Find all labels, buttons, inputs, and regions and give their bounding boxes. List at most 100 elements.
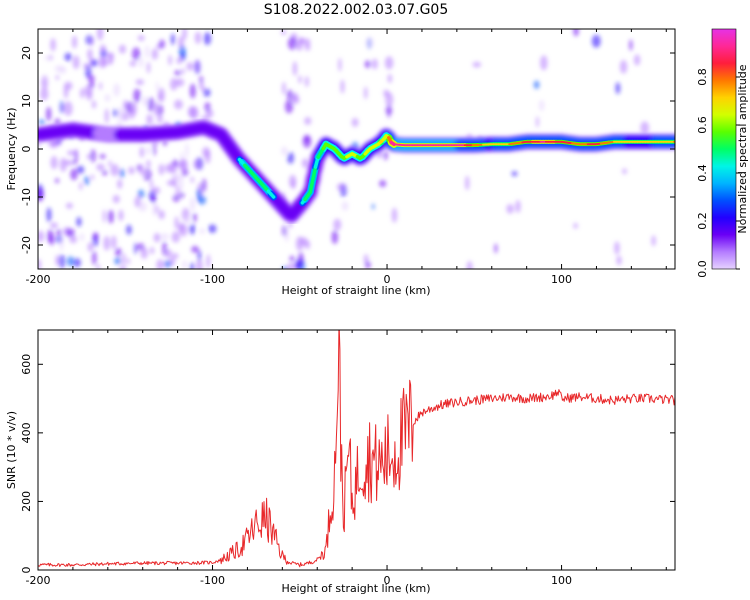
- spectrogram-noise-blob: [336, 183, 346, 191]
- spectrogram-x-label: Height of straight line (km): [281, 284, 430, 297]
- spectrogram-noise-blob: [182, 260, 188, 269]
- spectrogram-noise-blob: [146, 159, 151, 169]
- spectrogram-noise-blob: [162, 139, 168, 147]
- spectrogram-noise-blob: [364, 60, 371, 69]
- spectrogram-noise-blob: [103, 236, 111, 251]
- spectrogram-noise-blob: [384, 56, 394, 70]
- spectrogram-noise-blob: [142, 169, 147, 177]
- ridge-segment: [311, 165, 318, 182]
- spectrogram-y-axis: -20 -10 0 10 20: [20, 46, 675, 254]
- spectrogram-noise-blob: [195, 259, 203, 269]
- snr-panel: -200 -100 0 100 0 200 400 600 Height of straig…: [5, 329, 676, 595]
- spectrogram-noise-blob: [651, 235, 656, 247]
- spectrogram-noise-blob: [189, 83, 196, 99]
- spectrogram-noise-blob: [292, 61, 298, 76]
- spectrogram-noise-blob: [174, 189, 181, 197]
- spectrogram-noise-blob: [288, 174, 297, 189]
- spectrogram-noise-blob: [573, 222, 578, 229]
- spectrogram-noise-blob: [91, 251, 97, 266]
- spectrogram-noise-blob: [118, 265, 127, 269]
- spectrogram-noise-blob: [125, 101, 134, 114]
- colorbar-tick-label: 0.8: [696, 68, 709, 86]
- spectrogram-noise-blob: [96, 163, 105, 171]
- y-tick-label: 600: [20, 354, 33, 375]
- spectrogram-noise-blob: [338, 57, 342, 72]
- ridge-segment: [308, 177, 315, 194]
- spectrogram-noise-blob: [614, 241, 620, 255]
- spectrogram-noise-blob: [88, 81, 95, 89]
- snr-series-line: [38, 330, 675, 568]
- spectrogram-noise-blob: [640, 121, 650, 135]
- spectrogram-noise-blob: [472, 61, 482, 68]
- spectrogram-noise-blob: [173, 99, 183, 110]
- snr-y-label: SNR (10 * v/v): [5, 411, 18, 489]
- spectrogram-noise-blob: [137, 189, 145, 199]
- spectrogram-noise-blob: [118, 44, 127, 54]
- spectrogram-noise-blob: [533, 80, 540, 90]
- spectrogram-noise-blob: [65, 228, 75, 237]
- spectrogram-noise-blob: [173, 173, 182, 182]
- spectrogram-noise-blob: [573, 29, 579, 37]
- spectrogram-noise-blob: [98, 55, 107, 69]
- spectrogram-noise-blob: [173, 159, 178, 168]
- spectrogram-noise-blob: [140, 247, 148, 259]
- spectrogram-noise-blob: [176, 57, 182, 65]
- x-tick-label: -100: [200, 574, 225, 587]
- spectrogram-noise-blob: [108, 160, 112, 167]
- spectrogram-noise-blob: [59, 237, 64, 252]
- spectrogram-noise-blob: [180, 68, 185, 75]
- spectrogram-noise-blob: [38, 119, 46, 125]
- spectrogram-noise-blob: [166, 180, 176, 186]
- spectrogram-y-label: Frequency (Hz): [5, 108, 18, 191]
- spectrogram-noise-blob: [163, 260, 172, 269]
- spectrogram-noise-blob: [287, 262, 295, 269]
- spectrogram-noise-blob: [515, 200, 521, 213]
- spectrogram-noise-blob: [45, 106, 52, 122]
- spectrogram-noise-blob: [90, 174, 95, 180]
- spectrogram-noise-blob: [102, 209, 106, 223]
- spectrogram-noise-blob: [157, 87, 165, 103]
- spectrogram-noise-blob: [171, 231, 180, 243]
- spectrogram-noise-blob: [615, 82, 621, 95]
- spectrogram-noise-blob: [85, 90, 93, 101]
- spectrogram-noise-blob: [203, 88, 211, 97]
- colorbar-tick-label: 0.6: [696, 116, 709, 134]
- spectrogram-noise-blob: [157, 104, 164, 116]
- y-tick-label: 0: [20, 567, 33, 574]
- spectrogram-noise-blob: [70, 168, 78, 181]
- spectrogram-noise-blob: [151, 193, 156, 205]
- spectrogram-noise-blob: [281, 81, 286, 95]
- spectrogram-noise-blob: [71, 35, 78, 49]
- spectrogram-noise-blob: [540, 55, 548, 71]
- spectrogram-noise-blob: [134, 196, 141, 208]
- spectrogram-noise-blob: [286, 89, 293, 101]
- spectrogram-noise-blob: [107, 209, 115, 224]
- spectrogram-noise-blob: [466, 260, 473, 269]
- spectrogram-noise-blob: [87, 48, 93, 60]
- spectrogram-noise-blob: [289, 255, 295, 262]
- y-tick-label: 20: [20, 46, 33, 60]
- spectrogram-noise-blob: [86, 153, 92, 160]
- colorbar-tick-label: 0.2: [696, 212, 709, 230]
- spectrogram-noise-blob: [135, 79, 145, 86]
- spectrogram-noise-blob: [281, 146, 288, 156]
- spectrogram-noise-blob: [49, 54, 53, 61]
- spectrogram-noise-blob: [184, 216, 191, 225]
- spectrogram-noise-blob: [153, 232, 161, 243]
- spectrogram-noise-blob: [304, 136, 310, 143]
- spectrogram-noise-blob: [74, 149, 78, 158]
- spectrogram-noise-blob: [55, 74, 60, 81]
- spectrogram-noise-blob: [194, 59, 200, 73]
- y-tick-label: -10: [20, 188, 33, 206]
- x-tick-label: -100: [200, 273, 225, 286]
- spectrogram-noise-blob: [134, 242, 138, 255]
- x-tick-label: 0: [384, 273, 391, 286]
- spectrogram-noise-blob: [351, 117, 359, 127]
- spectrogram-noise-blob: [99, 44, 107, 53]
- spectrogram-noise-blob: [189, 106, 199, 120]
- spectrogram-noise-blob: [79, 88, 85, 99]
- spectrogram-noise-blob: [118, 209, 124, 221]
- spectrogram-noise-blob: [196, 188, 202, 202]
- spectrogram-noise-blob: [50, 222, 59, 229]
- spectrogram-noise-blob: [206, 254, 211, 269]
